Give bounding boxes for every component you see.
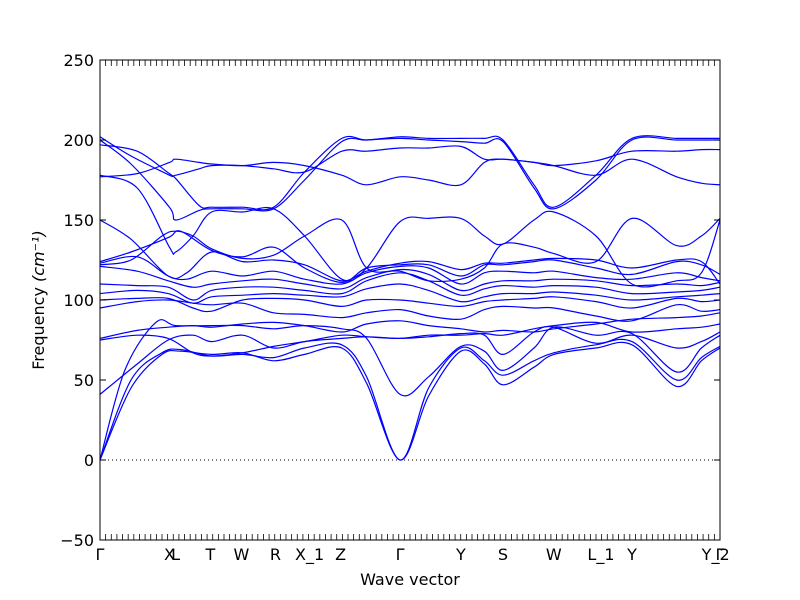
y-tick-label: 250 [63,51,94,70]
x-tick-label: L [171,545,180,564]
x-tick-label: Z [335,545,346,564]
band-line-3 [99,319,721,461]
y-tick-label: 150 [63,211,94,230]
band-line-8 [99,296,721,313]
y-axis-ticks: −50 0 50 100 150 200 250 [60,51,720,550]
x-tick-label: X [164,545,175,564]
band-line-15 [99,217,721,283]
band-line-12 [99,255,721,285]
x-axis-ticks: Γ XL T W R X_1 Z Γ Y S W L_1 Y Y_2Γ [96,60,730,565]
y-tick-label: 100 [63,291,94,310]
x-tick-label: T [204,545,215,564]
band-line-19 [99,136,720,221]
x-tick-label: Γ [716,545,725,564]
y-tick-label: 50 [74,371,94,390]
band-line-11 [99,265,721,292]
x-tick-label: Γ [96,545,105,564]
band-line-20 [99,135,720,211]
band-line-9 [99,283,721,304]
x-tick-label: Y [626,545,637,564]
x-tick-label: Y_2 [701,545,730,565]
band-line-5 [99,321,721,357]
x-axis-label: Wave vector [360,570,460,589]
x-tick-label: S [498,545,508,564]
y-axis-label-text: Frequency [29,282,48,370]
band-line-16 [99,174,721,288]
band-line-10 [99,272,721,301]
x-tick-label: R [270,545,281,564]
x-tick-label: W [233,545,249,564]
x-tick-label: X_1 [295,545,324,565]
band-line-17 [99,148,721,187]
y-tick-label: −50 [60,531,94,550]
y-tick-label: 0 [84,451,94,470]
band-line-13 [99,230,721,284]
y-tick-label: 200 [63,131,94,150]
band-line-6 [99,312,721,339]
x-tick-label: Y [455,545,466,564]
band-line-1 [99,341,721,461]
band-line-14 [99,219,721,285]
y-axis-label-unit: (cm⁻¹) [29,230,48,282]
band-line-7 [99,299,721,322]
band-line-18 [99,144,721,186]
band-line-2 [99,338,721,461]
x-tick-label: L_1 [587,545,614,565]
band-lines [99,135,721,461]
x-tick-label: W [546,545,562,564]
y-axis-label: Frequency (cm⁻¹) [29,230,48,369]
x-tick-label: Γ [396,545,405,564]
band-line-4 [99,325,721,395]
